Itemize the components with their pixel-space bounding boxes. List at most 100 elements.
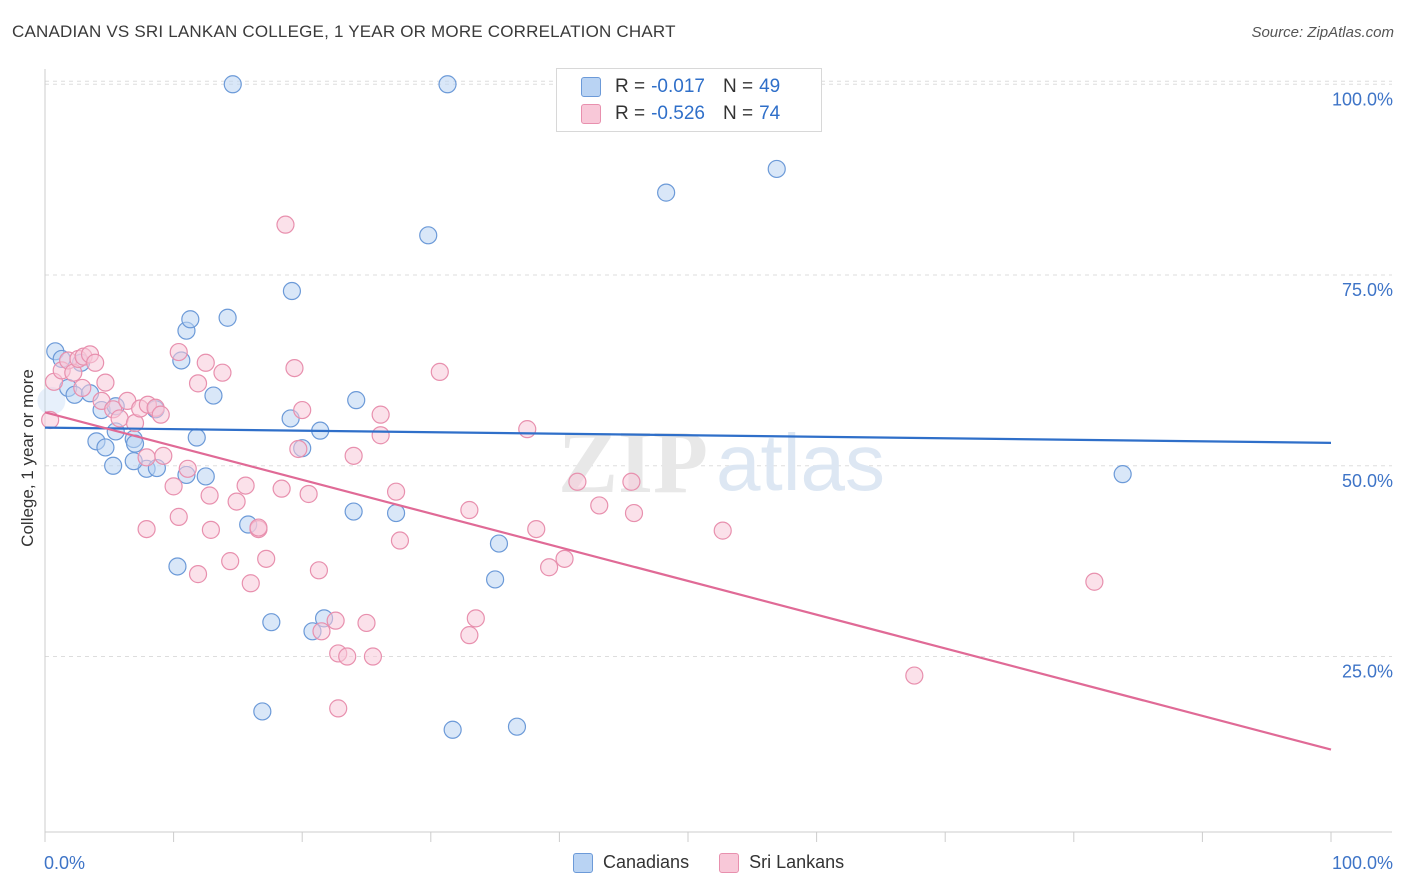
n-label: N =: [722, 76, 754, 97]
sri-lankan-point: [466, 609, 485, 628]
sri-lankan-point: [363, 647, 383, 666]
sri-lankan-point: [299, 484, 318, 504]
sri-lankan-point: [257, 549, 276, 568]
sri-lankan-point: [169, 342, 188, 362]
sri-lankan-point: [555, 549, 574, 568]
canadian-point: [347, 391, 366, 410]
y-axis-label: College, 1 year or more: [18, 369, 37, 547]
sri-lankans-trend-line: [44, 411, 1332, 751]
sri-lankan-point: [624, 503, 644, 523]
canadian-point: [253, 702, 272, 721]
canadians-swatch: [573, 852, 593, 873]
sri-lankans-swatch: [719, 852, 740, 873]
sri-lankan-point: [73, 378, 92, 398]
chart-title: CANADIAN VS SRI LANKAN COLLEGE, 1 YEAR O…: [12, 22, 676, 41]
watermark: ZIP atlas: [558, 413, 885, 512]
canadian-point: [187, 428, 206, 447]
sri-lankan-point: [213, 363, 232, 382]
sri-lankan-point: [905, 666, 924, 685]
sri-lankan-point: [276, 215, 295, 234]
y-tick-label: 75.0%: [1342, 280, 1393, 300]
sri-lankan-point: [289, 439, 308, 459]
sri-lankan-point: [272, 479, 291, 498]
legend-label-sri-lankans: Sri Lankans: [749, 852, 845, 872]
sri-lankans-swatch: [581, 104, 601, 124]
axis-layer: [44, 69, 1392, 842]
sri-lankan-point: [312, 622, 331, 641]
legend-item-canadians[interactable]: Canadians: [573, 852, 689, 873]
grid-layer: [45, 80, 1392, 658]
canadian-point: [223, 75, 242, 94]
r-label: R =: [615, 103, 646, 124]
canadian-point: [419, 226, 438, 245]
sri-lankan-point: [527, 519, 546, 539]
sri-lankan-point: [249, 518, 268, 537]
stats-row-sri-lankans: R = -0.526 N = 74: [581, 102, 780, 126]
r-value: -0.526: [651, 103, 705, 124]
sri-lankan-point: [371, 405, 390, 424]
canadian-point: [344, 502, 363, 521]
canadian-point: [196, 467, 215, 486]
sri-lankan-point: [329, 699, 348, 718]
points-layer: [37, 75, 1132, 739]
sri-lankan-point: [390, 531, 410, 550]
canadian-point: [486, 570, 505, 589]
y-tick-label: 100.0%: [1332, 89, 1393, 109]
n-value: 74: [759, 103, 781, 124]
sri-lankan-point: [518, 420, 537, 439]
canadian-point: [507, 717, 527, 736]
x-tick-label: 100.0%: [1332, 853, 1393, 873]
sri-lankan-point: [227, 492, 246, 511]
canadian-point: [443, 720, 462, 739]
r-value: -0.017: [651, 76, 705, 97]
sri-lankan-point: [188, 565, 208, 584]
y-tick-label: 50.0%: [1342, 471, 1393, 491]
series-legend: Canadians Sri Lankans: [573, 852, 874, 873]
r-label: R =: [615, 76, 646, 97]
canadian-point: [657, 183, 676, 202]
sri-lankan-point: [86, 353, 105, 372]
sri-lankan-point: [713, 521, 732, 540]
watermark-zip: ZIP: [558, 413, 708, 512]
canadian-point: [767, 159, 786, 179]
canadians-trend-line: [44, 426, 1332, 444]
sri-lankan-point: [430, 362, 449, 382]
watermark-atlas: atlas: [716, 418, 885, 507]
sri-lankan-point: [164, 477, 183, 496]
sri-lankan-point: [1085, 572, 1104, 591]
sri-lankan-point: [196, 353, 215, 372]
canadian-point: [104, 456, 123, 475]
sri-lankan-point: [326, 611, 345, 630]
sri-lankan-point: [622, 472, 641, 491]
cluster-point: [37, 386, 66, 415]
sri-lankan-point: [151, 405, 170, 424]
sri-lankan-point: [371, 426, 390, 445]
sri-lankan-point: [96, 373, 115, 392]
canadian-point: [438, 75, 457, 94]
stats-row-canadians: R = -0.017 N = 49: [581, 75, 780, 99]
legend-item-sri-lankans[interactable]: Sri Lankans: [719, 852, 844, 873]
sri-lankan-point: [460, 626, 479, 645]
sri-lankan-point: [357, 613, 376, 633]
label-layer: 25.0% 50.0% 75.0% 100.0% 0.0% 100.0% College, …: [18, 89, 1393, 873]
sri-lankan-point: [110, 409, 129, 428]
sri-lankan-point: [169, 507, 188, 526]
sri-lankan-point: [568, 472, 587, 491]
sri-lankan-point: [338, 647, 357, 666]
canadian-point: [168, 557, 187, 576]
canadian-point: [489, 534, 509, 553]
canadian-point: [204, 386, 223, 405]
y-tick-label: 25.0%: [1342, 662, 1393, 682]
canadians-swatch: [581, 77, 601, 97]
sri-lankan-point: [293, 400, 312, 420]
sri-lankan-point: [386, 482, 406, 501]
stats-legend: R = -0.017 N = 49 R = -0.526 N = 74: [556, 68, 822, 132]
sri-lankan-point: [344, 446, 363, 465]
sri-lankan-point: [154, 446, 173, 465]
sri-lankan-point: [137, 519, 156, 539]
sri-lankan-point: [200, 486, 219, 505]
canadian-point: [96, 438, 115, 457]
canadian-point: [282, 281, 302, 301]
source-label: Source: ZipAtlas.com: [1251, 24, 1394, 41]
